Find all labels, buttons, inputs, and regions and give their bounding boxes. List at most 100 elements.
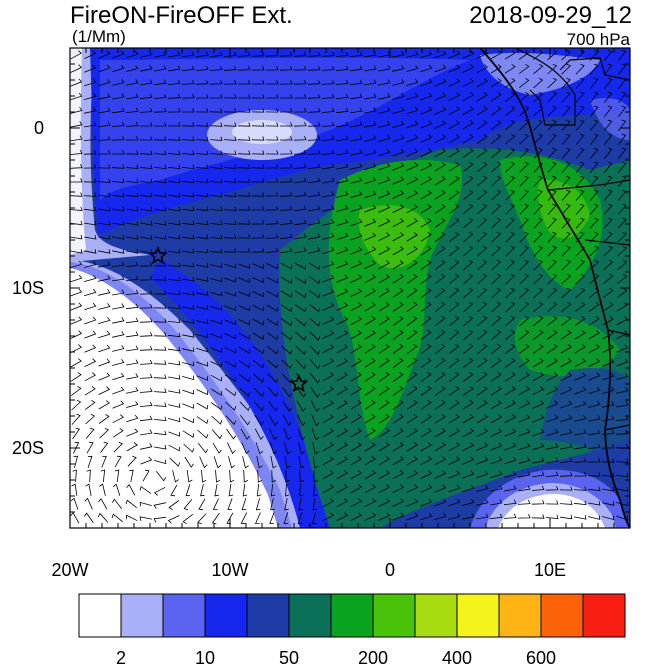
wind-barb — [392, 148, 405, 157]
wind-barb — [490, 442, 503, 451]
wind-barb — [519, 175, 529, 187]
wind-barb — [364, 484, 377, 494]
wind-barb — [573, 457, 587, 463]
wind-barb — [420, 301, 432, 312]
wind-barb — [238, 305, 251, 312]
wind-barb — [294, 290, 307, 298]
wind-barb — [153, 136, 167, 141]
wind-barb — [139, 122, 153, 127]
wind-barb — [336, 246, 349, 255]
wind-barb — [518, 400, 531, 410]
wind-barb — [603, 147, 613, 159]
wind-barb — [574, 372, 587, 381]
wind-barb — [265, 219, 279, 225]
wind-barb — [112, 345, 125, 352]
wind-barb — [617, 49, 627, 62]
wind-barb — [309, 359, 321, 370]
wind-barb — [125, 121, 139, 127]
wind-barb — [392, 428, 404, 438]
wind-barb — [378, 358, 390, 368]
wind-barb — [183, 443, 195, 453]
wind-barb — [112, 358, 125, 366]
wind-barb — [490, 386, 502, 396]
wind-barb — [504, 428, 517, 437]
wind-barb — [211, 415, 223, 425]
wind-barb — [406, 343, 418, 354]
wind-barb — [589, 189, 599, 201]
wind-barb — [434, 204, 446, 214]
wind-barb — [270, 483, 276, 497]
wind-barb — [349, 51, 363, 57]
wind-barb — [293, 51, 307, 57]
wind-barb — [214, 484, 219, 497]
wind-barb — [406, 274, 418, 284]
wind-barb — [195, 150, 209, 155]
wind-barb — [181, 136, 195, 141]
wind-barb — [70, 330, 83, 339]
wind-barb — [125, 150, 139, 155]
wind-barb — [364, 162, 377, 170]
wind-barb — [533, 175, 543, 187]
wind-barb — [251, 234, 265, 239]
wind-barb — [195, 108, 209, 113]
wind-barb — [575, 77, 585, 89]
wind-barb — [181, 150, 195, 155]
wind-barb — [617, 175, 627, 187]
wind-barb — [238, 291, 250, 297]
wind-barb — [463, 231, 474, 243]
wind-barb — [280, 136, 293, 141]
wind-barb — [209, 122, 223, 127]
wind-barb — [350, 414, 362, 424]
wind-barb — [462, 64, 475, 73]
wind-barb — [350, 372, 362, 382]
wind-barb — [491, 175, 502, 187]
wind-barb — [209, 51, 223, 57]
wind-barb — [477, 301, 488, 313]
wind-barb — [378, 148, 391, 157]
wind-barb — [153, 107, 167, 113]
wind-barb — [84, 358, 97, 367]
wind-barb — [434, 217, 446, 228]
wind-barb — [406, 498, 419, 507]
wind-barb — [98, 303, 111, 310]
wind-barb — [251, 247, 265, 253]
wind-barb — [489, 513, 503, 520]
wind-barb — [310, 386, 320, 398]
wind-barb — [307, 121, 321, 127]
wind-barb — [546, 329, 558, 340]
wind-barb — [209, 234, 223, 239]
wind-barb — [139, 275, 153, 281]
wind-barb — [224, 277, 237, 283]
wind-barb — [462, 470, 475, 479]
wind-barb — [406, 385, 418, 396]
wind-barb — [364, 428, 376, 438]
wind-barb — [560, 372, 573, 381]
wind-barb — [434, 371, 446, 382]
wind-barb — [448, 456, 461, 465]
wind-barb — [270, 498, 275, 511]
wind-barb — [167, 178, 181, 184]
wind-barb — [196, 319, 209, 325]
wind-barb — [195, 79, 209, 85]
wind-barb — [168, 444, 181, 452]
wind-barb — [518, 428, 531, 437]
wind-barb — [200, 484, 205, 497]
wind-barb — [209, 164, 223, 169]
wind-barb — [322, 205, 335, 212]
wind-barb — [350, 428, 362, 438]
wind-barb — [406, 371, 418, 382]
wind-barb — [195, 94, 209, 99]
wind-barb — [296, 400, 306, 412]
wind-barb — [84, 249, 97, 254]
wind-barb — [587, 458, 601, 463]
wind-barb — [237, 65, 251, 71]
wind-barb — [420, 148, 433, 157]
wind-barb — [238, 319, 251, 326]
wind-barb — [504, 343, 516, 354]
wind-barb — [224, 346, 237, 354]
wind-barb — [182, 403, 194, 409]
wind-barb — [392, 120, 405, 129]
wind-barb — [154, 65, 167, 72]
wind-barb — [575, 189, 585, 201]
wind-barb — [168, 51, 181, 58]
